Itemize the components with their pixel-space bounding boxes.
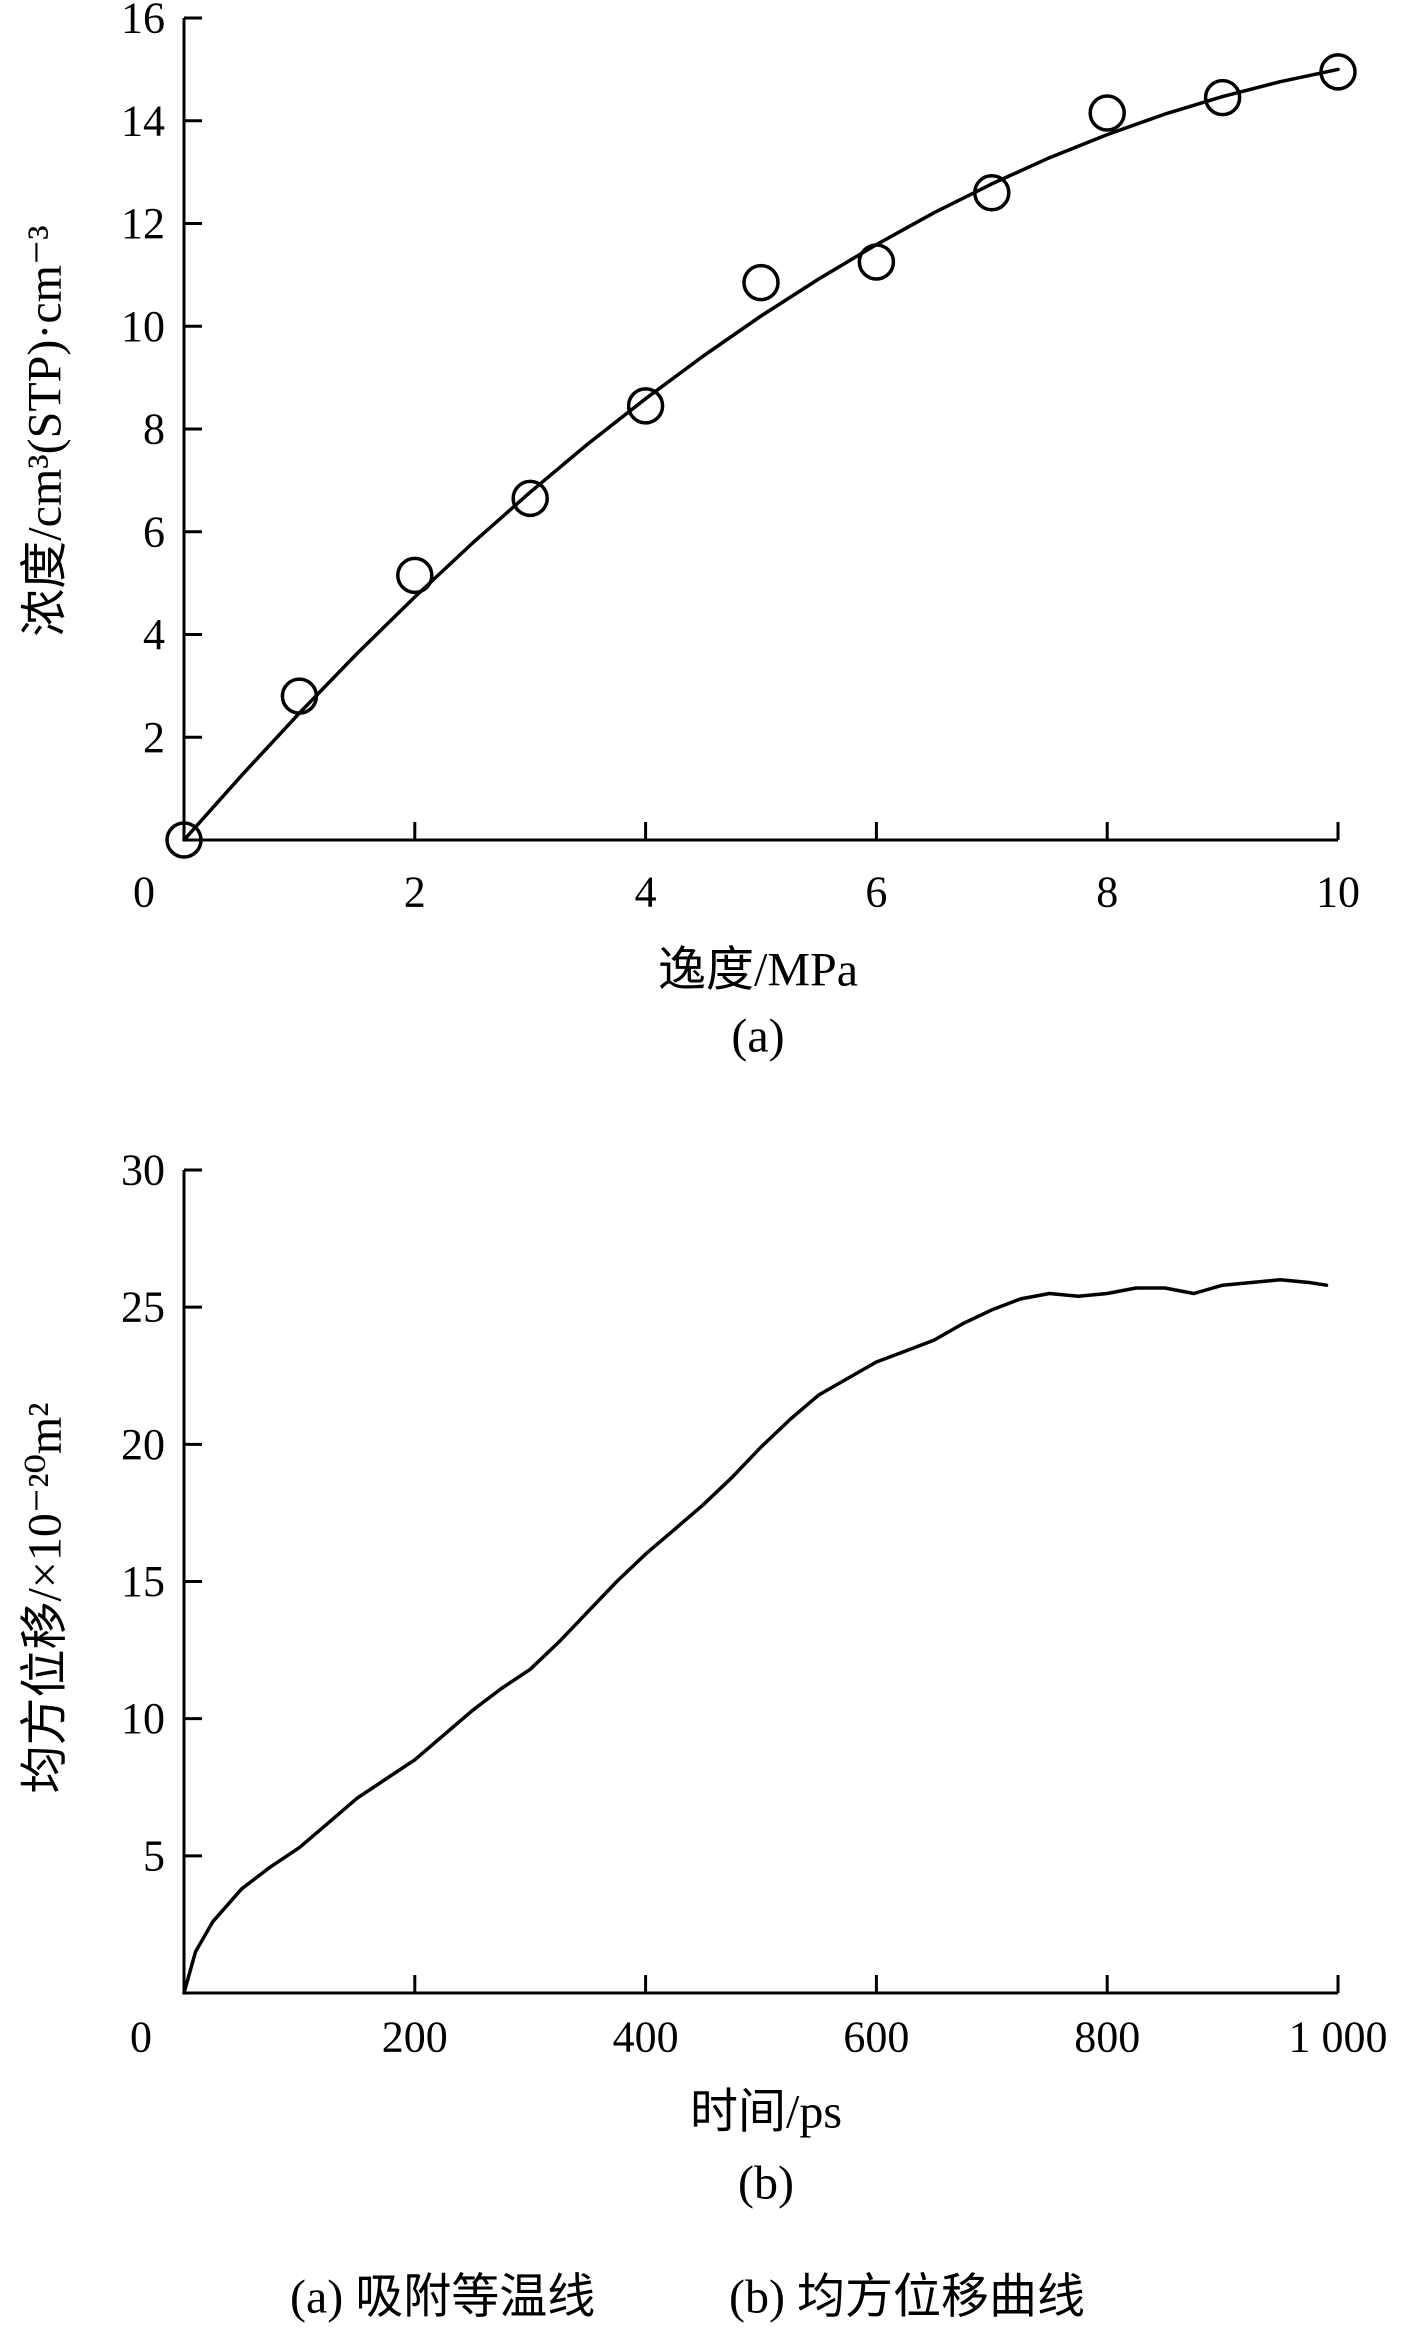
fit-curve [182,67,1340,842]
x-tick-label: 200 [382,2013,448,2062]
y-tick-label: 8 [143,405,165,454]
chart-b: 5 10 15 20 25 30 200 400 600 800 1 000 0 均方位移/×10⁻… [19,1146,1388,2210]
y-tick-label: 10 [121,1694,165,1743]
y-tick-label: 4 [143,610,165,659]
data-point [857,243,896,281]
msd-curve [182,1277,1329,1995]
y-tick-label: 25 [121,1283,165,1332]
origin-label: 0 [133,868,155,917]
x-tick-label: 6 [865,868,887,917]
x-tick-label: 1 000 [1289,2013,1388,2062]
y-tick-label: 12 [121,199,165,248]
y-tick-label: 5 [143,1831,165,1880]
y-axis-label: 浓度/cm³(STP)·cm⁻³ [19,225,72,636]
caption-b: (b) 均方位移曲线 [729,2271,1085,2324]
x-tick-label: 4 [635,868,657,917]
y-tick-label: 2 [143,713,165,762]
x-axis-label: 逸度/MPa [658,944,858,997]
data-point [396,556,434,595]
x-tick-label: 2 [404,868,426,917]
data-point [1319,53,1357,91]
y-tick-label: 16 [121,0,165,43]
origin-label: 0 [130,2013,152,2062]
y-tick-label: 20 [121,1420,165,1469]
x-axis-label: 时间/ps [690,2086,842,2139]
y-axis-label: 均方位移/×10⁻²⁰m² [19,1402,72,1793]
panel-label: (b) [738,2157,794,2210]
x-tick-label: 8 [1096,868,1118,917]
figure-caption: (a) 吸附等温线 (b) 均方位移曲线 [290,2271,1085,2324]
data-point [511,479,549,518]
y-tick-label: 15 [121,1557,165,1606]
chart-b-plot-area: 5 10 15 20 25 30 200 400 600 800 1 000 [121,1146,1388,2062]
data-point [165,821,203,859]
x-tick-label: 600 [843,2013,909,2062]
data-point [1203,78,1242,117]
x-tick-label: 400 [613,2013,679,2062]
data-point [1088,94,1126,132]
data-point [626,387,665,425]
panel-label: (a) [731,1010,784,1063]
x-tick-label: 10 [1316,868,1360,917]
x-tick-label: 800 [1074,2013,1140,2062]
y-tick-label: 6 [143,507,165,556]
caption-a: (a) 吸附等温线 [290,2271,595,2324]
chart-a-plot-area: 2 4 6 8 10 12 14 16 2 4 6 8 10 [121,0,1360,917]
y-tick-label: 14 [121,96,165,145]
y-tick-label: 30 [121,1146,165,1195]
data-point [280,677,319,715]
chart-a: 2 4 6 8 10 12 14 16 2 4 6 8 10 0 浓度/cm³(STP)·cm⁻³ 逸度… [19,0,1361,1063]
y-tick-label: 10 [121,302,165,351]
data-point [973,173,1011,212]
data-point [742,263,780,302]
